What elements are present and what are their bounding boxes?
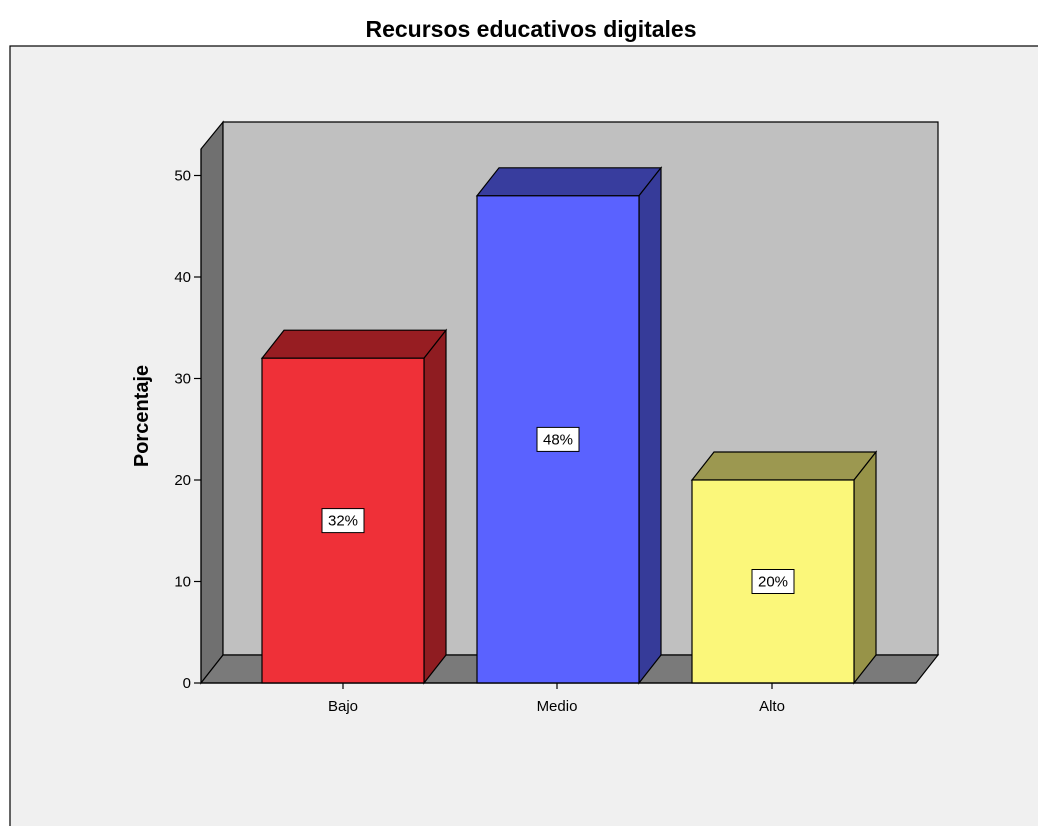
data-label: 32% [328,513,358,530]
plot-left-wall [200,120,224,685]
y-tick-label: 50 [174,168,191,185]
bar-medio: 48% [475,166,663,685]
y-axis: 0 10 20 30 40 50 [174,149,202,692]
x-category-label: Medio [537,698,578,715]
data-label-box [321,508,365,534]
bar-alto: 20% [690,450,878,685]
data-label-box [751,569,795,594]
y-tick-label: 10 [174,574,191,591]
data-label-box [536,426,580,452]
bar-top-face [260,329,448,359]
y-tick-label: 40 [174,269,191,286]
y-tick-label: 0 [183,675,191,692]
bar-top-face [690,451,878,481]
bar-side-face [638,166,662,685]
data-label: 20% [758,574,788,591]
y-tick-label: 30 [174,371,191,388]
x-category-label: Alto [759,698,785,715]
data-label: 48% [543,431,573,448]
y-tick-label: 20 [174,472,191,489]
y-axis-label: Porcentaje [131,365,153,467]
bar-side-face [423,328,447,685]
chart-title: Recursos educativos digitales [365,16,696,42]
bar-top-face [475,167,663,197]
bar-side-face [853,450,877,685]
x-category-label: Bajo [328,698,358,715]
bar-bajo: 32% [260,328,448,685]
